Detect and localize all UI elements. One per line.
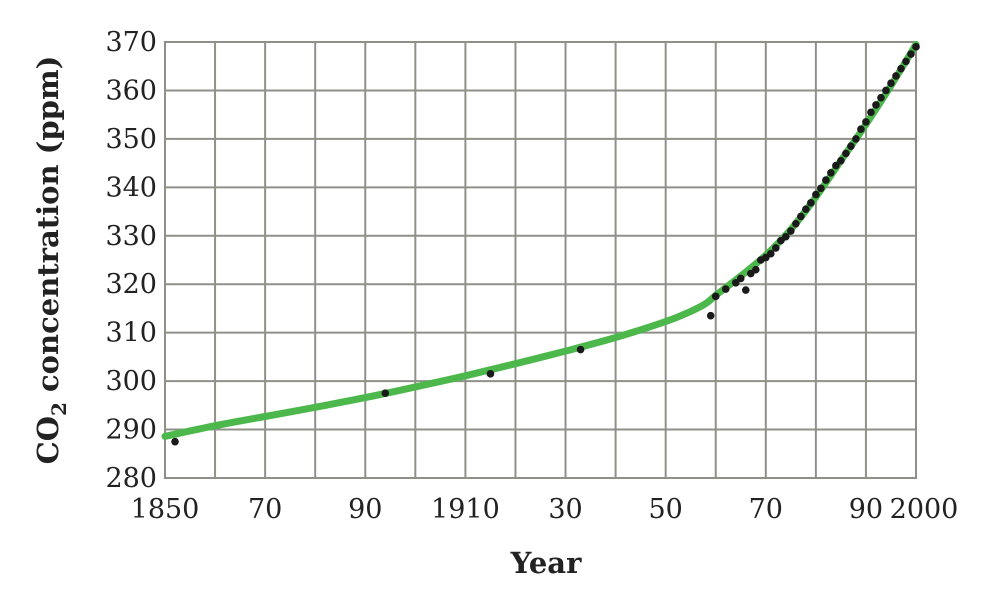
data-point [867, 108, 875, 117]
data-point [731, 278, 740, 287]
data-point [817, 184, 825, 193]
y-tick-label: 320 [105, 269, 157, 300]
data-point [767, 249, 775, 258]
data-point [797, 212, 805, 221]
y-tick-label: 280 [105, 463, 157, 494]
y-tick-label: 310 [105, 318, 157, 349]
data-point [706, 311, 715, 320]
y-tick-label: 350 [105, 124, 157, 155]
data-point [772, 244, 780, 252]
x-tick-label: 1850 [131, 494, 200, 525]
x-tick-label: 70 [749, 494, 783, 525]
y-tick-labels: 280 290 300 310 320 330 340 350 360 370 [105, 27, 157, 494]
x-tick-label: 90 [849, 494, 883, 525]
y-tick-label: 370 [105, 27, 157, 58]
data-point [897, 64, 905, 73]
x-tick-label: 1910 [431, 494, 500, 525]
data-point [381, 389, 390, 398]
y-axis-label-suffix: concentration (ppm) [31, 56, 65, 402]
data-point [486, 370, 495, 378]
fit-line-layer [161, 40, 920, 440]
x-tick-label: 70 [248, 494, 282, 525]
data-point [872, 101, 880, 109]
data-point [862, 118, 870, 126]
data-point [842, 149, 850, 158]
data-point [877, 93, 885, 102]
data-point [847, 142, 855, 150]
y-tick-label: 290 [105, 415, 157, 446]
x-tick-label: 2000 [890, 494, 959, 525]
data-point [721, 285, 730, 293]
grid [165, 42, 916, 478]
data-point [807, 199, 815, 207]
data-point [171, 437, 179, 446]
x-tick-label: 50 [648, 494, 682, 525]
y-axis-label-prefix: CO [31, 416, 65, 464]
y-axis-label: CO2 concentration (ppm) [31, 56, 71, 465]
data-point [792, 219, 800, 228]
data-point [741, 286, 750, 294]
data-point [782, 232, 790, 241]
x-axis-label: Year [510, 546, 582, 580]
data-point [822, 176, 830, 184]
data-point [852, 135, 860, 143]
data-points-layer [171, 43, 920, 446]
data-point [736, 274, 745, 283]
data-point [827, 169, 835, 177]
data-point [787, 227, 795, 235]
y-tick-label: 340 [105, 172, 157, 203]
data-point [576, 345, 585, 354]
y-tick-label: 330 [105, 221, 157, 252]
data-point [912, 43, 920, 51]
data-point [892, 72, 900, 80]
data-point [802, 205, 810, 213]
data-point [902, 57, 910, 66]
y-axis-label-subscript: 2 [47, 402, 71, 416]
data-point [837, 156, 845, 165]
fit-curve [161, 40, 920, 440]
data-point [812, 190, 820, 199]
x-tick-label: 90 [348, 494, 382, 525]
data-point [857, 125, 865, 133]
data-point [882, 86, 890, 95]
data-point [751, 265, 760, 274]
plot-frame [164, 41, 917, 479]
x-tick-label: 30 [548, 494, 582, 525]
data-point [907, 50, 915, 58]
y-tick-label: 360 [105, 75, 157, 106]
data-point [832, 161, 840, 170]
data-point [711, 292, 720, 301]
data-point [887, 79, 895, 87]
x-tick-labels: 1850 70 90 1910 30 50 70 90 2000 [131, 494, 959, 525]
y-tick-label: 300 [105, 366, 157, 397]
